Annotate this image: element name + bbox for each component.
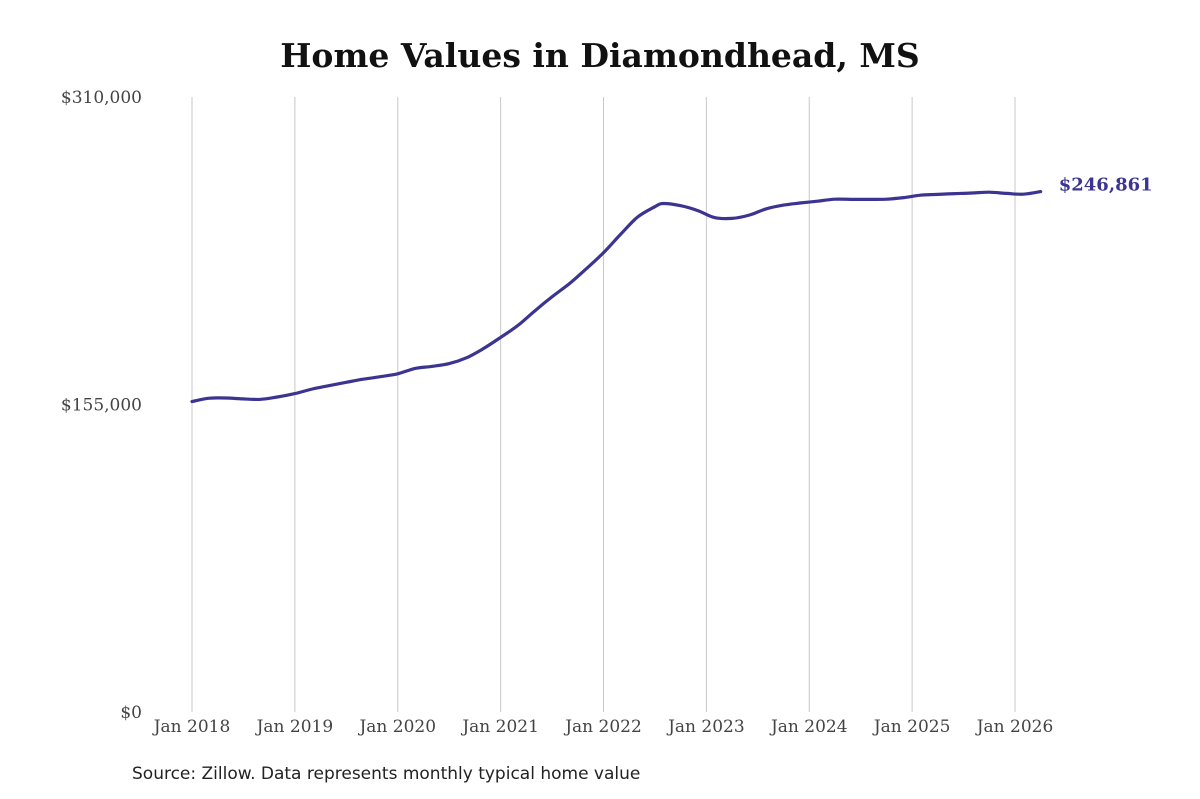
y-axis-ticks: $0 $155,000 $310,000: [61, 88, 142, 723]
x-tick-label: Jan 2023: [666, 717, 745, 737]
source-note: Source: Zillow. Data represents monthly …: [132, 764, 641, 784]
x-tick-label: Jan 2020: [357, 717, 436, 737]
gridlines: [191, 97, 1016, 712]
x-tick-label: Jan 2024: [769, 717, 848, 737]
x-axis-ticks: Jan 2018 Jan 2019 Jan 2020 Jan 2021 Jan 2022…: [152, 717, 1054, 737]
y-tick-label: $310,000: [61, 88, 142, 108]
home-value-line: [190, 190, 1043, 404]
x-tick-label: Jan 2026: [975, 717, 1054, 737]
x-tick-label: Jan 2019: [255, 717, 334, 737]
y-tick-label: $0: [120, 703, 142, 723]
x-tick-label: Jan 2025: [872, 717, 951, 737]
latest-value-label: $246,861: [1059, 175, 1153, 196]
x-tick-label: Jan 2018: [152, 717, 231, 737]
chart-title: Home Values in Diamondhead, MS: [280, 36, 920, 75]
y-tick-label: $155,000: [61, 396, 142, 416]
x-tick-label: Jan 2022: [563, 717, 642, 737]
x-tick-label: Jan 2021: [460, 717, 539, 737]
